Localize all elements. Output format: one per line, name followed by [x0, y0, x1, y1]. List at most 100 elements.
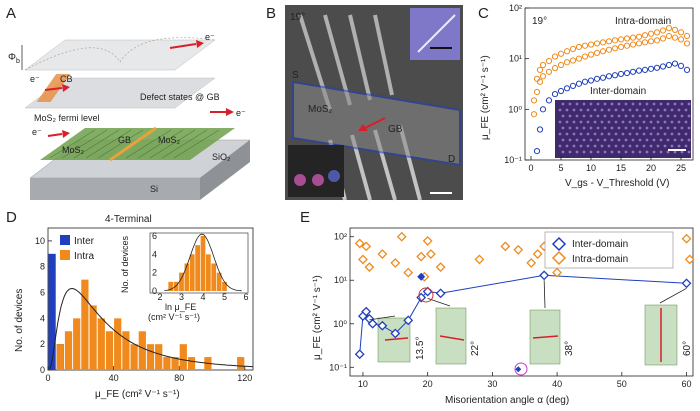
c-inter-point	[551, 90, 559, 98]
c-inter-point	[545, 97, 553, 104]
c-xtick-label: 5	[558, 163, 563, 173]
c-inset-atom	[659, 126, 663, 130]
c-inset-atom	[684, 108, 688, 112]
e-xtick-label: 10	[358, 379, 368, 389]
c-inset-atom	[589, 102, 593, 106]
c-inset-atom	[575, 114, 579, 118]
c-inset-atom	[589, 138, 593, 142]
c-intra-point	[581, 42, 589, 49]
c-inset-atom	[607, 144, 611, 148]
c-inset-atom	[680, 102, 684, 106]
electron-label-top: e⁻	[205, 32, 215, 42]
d-ytick-label: 4	[40, 313, 45, 323]
sio2-label: SiO₂	[212, 152, 231, 162]
d-intra-bar	[138, 331, 146, 370]
c-intra-point	[530, 111, 538, 118]
e-inter-point	[390, 328, 401, 339]
e-inter-point	[377, 320, 388, 331]
c-inset-atom	[656, 108, 660, 112]
source-label: S	[292, 70, 299, 81]
e-structure-insets	[377, 304, 678, 366]
c-inset-atom	[610, 102, 614, 106]
c-inter-point	[683, 66, 691, 74]
c-inset-atom	[624, 138, 628, 142]
c-inset-atom	[596, 150, 600, 154]
d-inset-bar	[179, 272, 184, 291]
defect-label: Defect states @ GB	[140, 92, 220, 102]
c-inset-atom	[666, 114, 670, 118]
e-legend-inter-marker	[551, 236, 567, 252]
c-intra-point	[551, 53, 559, 60]
e-data	[354, 231, 695, 373]
c-inset-atom	[624, 102, 628, 106]
e-intra-point	[526, 257, 537, 268]
c-intra-point	[641, 32, 649, 39]
e-inter-point	[354, 349, 365, 360]
c-inset-atom	[621, 120, 625, 124]
c-intra-point	[569, 57, 577, 64]
c-inset-atom	[642, 144, 646, 148]
c-inset-atom	[607, 132, 611, 136]
c-inter-point	[581, 78, 589, 85]
c-intra-point	[599, 48, 607, 55]
c-inset-atom	[645, 102, 649, 106]
c-inset-atom	[670, 132, 674, 136]
c-inset-atom	[684, 132, 688, 136]
c-inter-point	[629, 68, 637, 75]
d-legend-intra: Intra	[74, 251, 94, 262]
c-inset-atom	[680, 150, 684, 154]
e-legend-intra: Intra-domain	[572, 254, 628, 265]
c-intra-point	[629, 41, 637, 48]
e-intra-point	[396, 231, 407, 242]
c-inset-atom	[586, 144, 590, 148]
mos2-left-label: MoS₂	[62, 145, 85, 155]
c-inset-atom	[649, 144, 653, 148]
c-inter-point	[536, 126, 544, 133]
c-inset-atom	[652, 126, 656, 130]
d-inset-xtick-label: 2	[157, 292, 162, 302]
c-inset-atom	[628, 120, 632, 124]
panel-c: C 0 5 10 15 20 25 10⁻¹ 10⁰ 10¹ 10² 19° Intra-doma…	[478, 3, 694, 189]
mos2-right-label: MoS₂	[158, 135, 181, 145]
d-ytick-label: 0	[40, 365, 45, 375]
gb-b-label: GB	[388, 124, 403, 135]
d-legend-inter-swatch	[60, 235, 70, 245]
c-inset-atom	[565, 132, 569, 136]
c-inter-point	[593, 75, 601, 82]
c-inter-point	[569, 82, 577, 90]
electron-arrow-mid	[44, 87, 63, 91]
c-intra-point	[557, 50, 565, 57]
d-intra-bar	[179, 344, 187, 370]
c-inset-atom	[656, 120, 660, 124]
d-inset-xtick-label: 4	[200, 292, 205, 302]
c-intra-point	[599, 39, 607, 46]
c-inset-atom	[677, 120, 681, 124]
panel-e-label: E	[300, 209, 310, 226]
c-intra-point	[539, 73, 547, 80]
defect-band	[36, 74, 71, 102]
c-inset-atom	[656, 144, 660, 148]
c-inset-atom	[579, 144, 583, 148]
e-intra-point	[684, 254, 695, 265]
d-inset-bar	[222, 281, 227, 291]
d-ytick-label: 2	[40, 339, 45, 349]
gb-label: GB	[118, 135, 131, 145]
c-inset-atom	[631, 150, 635, 154]
c-intra-point	[671, 34, 679, 41]
c-intra-point	[563, 48, 571, 55]
c-inset-atom	[642, 132, 646, 136]
c-inset-atom	[610, 138, 614, 142]
c-inset-atom	[614, 132, 618, 136]
d-intra-bar	[105, 331, 114, 370]
c-inset-atom	[687, 114, 691, 118]
c-inset-atom	[638, 150, 642, 154]
c-inset-atom	[600, 120, 604, 124]
c-inset-atom	[659, 102, 663, 106]
e-highlight-ring-2	[514, 362, 528, 376]
c-inset-atom	[631, 102, 635, 106]
c-intra-point	[575, 55, 583, 62]
d-inset-ytick-label: 4	[152, 249, 157, 259]
c-inset-atom	[656, 132, 660, 136]
c-intra-point	[659, 35, 667, 42]
